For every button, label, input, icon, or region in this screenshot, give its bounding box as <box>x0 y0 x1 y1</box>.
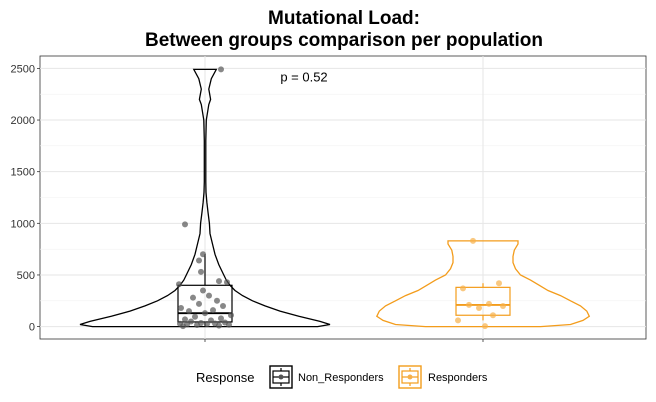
data-point <box>198 319 204 326</box>
data-point <box>196 300 202 307</box>
data-point <box>186 308 192 315</box>
legend-label-non-responders: Non_Responders <box>298 372 384 384</box>
data-point <box>486 300 492 307</box>
data-point <box>200 251 206 258</box>
data-point <box>177 320 183 327</box>
data-point <box>196 257 202 264</box>
chart-title-line1: Mutational Load: <box>268 8 420 29</box>
data-point <box>218 315 224 322</box>
y-tick-label: 1000 <box>11 218 35 230</box>
data-point <box>224 279 230 286</box>
data-point <box>470 237 476 244</box>
data-point <box>188 318 194 325</box>
data-point <box>178 305 184 312</box>
data-point <box>208 317 214 324</box>
data-point <box>190 294 196 301</box>
data-point <box>182 316 188 323</box>
y-tick-label: 2000 <box>11 115 35 127</box>
violin-group <box>375 237 591 330</box>
p-value-annotation: p = 0.52 <box>280 70 327 85</box>
data-point <box>476 305 482 312</box>
x-axis <box>204 339 484 342</box>
data-point <box>202 310 208 317</box>
data-point <box>466 301 472 308</box>
data-point <box>228 312 234 319</box>
data-point <box>216 278 222 285</box>
legend-key-non-responders <box>269 365 293 389</box>
data-point <box>220 302 226 309</box>
y-axis: 0 500 1000 1500 2000 2500 <box>11 63 40 334</box>
data-point <box>500 302 506 309</box>
violin-group <box>79 66 331 330</box>
data-point <box>204 321 210 328</box>
data-point <box>455 317 461 324</box>
legend-label-responders: Responders <box>428 372 488 384</box>
data-point <box>222 319 228 326</box>
y-tick-label: 500 <box>17 270 35 282</box>
y-tick-label: 2500 <box>11 63 35 75</box>
data-point <box>198 268 204 275</box>
data-point <box>206 292 212 299</box>
data-point <box>176 281 182 288</box>
data-point <box>200 287 206 294</box>
data-point <box>490 312 496 319</box>
data-point <box>496 280 502 287</box>
data-point <box>460 285 466 292</box>
data-point <box>192 313 198 320</box>
legend: Response Non_Responders Responders <box>196 365 488 389</box>
y-tick-label: 1500 <box>11 167 35 179</box>
violin-groups <box>79 66 591 330</box>
chart-title-line2: Between groups comparison per population <box>145 30 543 51</box>
data-point <box>210 307 216 314</box>
data-point <box>182 221 188 228</box>
data-point <box>218 66 224 73</box>
data-point <box>482 323 488 330</box>
box-iqr <box>455 286 511 316</box>
y-tick-label: 0 <box>29 322 35 334</box>
legend-title: Response <box>196 370 255 385</box>
data-point <box>214 297 220 304</box>
violin-shape <box>375 240 591 328</box>
legend-key-responders <box>398 365 422 389</box>
